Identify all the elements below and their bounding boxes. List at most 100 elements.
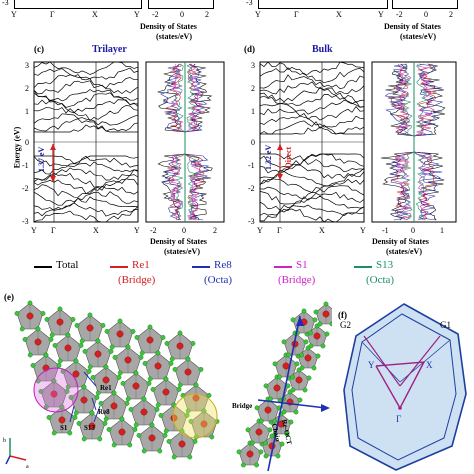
s-atom xyxy=(201,408,207,414)
s-atom xyxy=(74,322,80,328)
s-atom xyxy=(87,312,93,318)
kpoint-label: Γ xyxy=(51,226,56,235)
s-atom xyxy=(51,430,57,436)
label-y: Y xyxy=(368,360,375,370)
band-line xyxy=(260,126,364,135)
s-atom xyxy=(116,375,122,380)
dos-tick: 2 xyxy=(213,226,217,235)
dos-axis-unit: (states/eV) xyxy=(400,32,436,41)
band-line xyxy=(259,115,365,128)
s-atom xyxy=(67,430,73,436)
band-line xyxy=(259,191,365,205)
legend-label: Re1 xyxy=(132,259,150,271)
band-line xyxy=(33,191,139,206)
s-atom xyxy=(281,409,287,415)
band-line xyxy=(259,159,365,174)
s-atom xyxy=(76,421,82,426)
re-atom xyxy=(86,324,94,332)
s-atom xyxy=(288,419,294,425)
re-atom xyxy=(116,330,124,338)
s-atom xyxy=(290,374,295,380)
y-tick: 2 xyxy=(251,84,255,93)
s-atom xyxy=(111,390,117,396)
label-re1: Re1 xyxy=(100,384,112,392)
s-atom xyxy=(297,397,303,403)
s-atom xyxy=(209,434,215,440)
y-tick: 1 xyxy=(251,107,255,116)
band-structure-bulk: 1.32 eV Direct 3 2 1 0 -1 -2 -3 Y Γ X Y … xyxy=(248,61,457,235)
dos-tick: -2 xyxy=(150,226,157,235)
s-atom xyxy=(132,426,138,432)
kpoint-label: Γ xyxy=(277,226,282,235)
re-atom xyxy=(176,342,184,350)
band-line xyxy=(33,74,139,89)
re-atom xyxy=(184,368,192,376)
s-atom xyxy=(312,317,318,323)
s-atom xyxy=(313,309,319,315)
s-atom xyxy=(94,395,100,400)
band-line xyxy=(33,124,138,133)
s-atom xyxy=(193,382,199,388)
s-atom xyxy=(279,441,285,447)
legend-swatch xyxy=(192,266,210,268)
dos-tick: 0 xyxy=(411,226,415,235)
bridge-arrow xyxy=(257,399,327,409)
dos-curve xyxy=(160,63,186,221)
s-atom xyxy=(120,381,126,386)
band-line xyxy=(33,209,139,223)
s-atom xyxy=(57,306,63,312)
s-atom xyxy=(302,387,308,393)
band-line xyxy=(259,81,365,95)
s-atom xyxy=(64,389,70,394)
band-line xyxy=(259,208,365,223)
s-atom xyxy=(155,350,161,356)
panel-letter-c: (c) xyxy=(34,44,44,54)
re-atom xyxy=(132,382,140,390)
band-line xyxy=(259,86,365,103)
legend-label: Total xyxy=(56,259,79,271)
re-atom xyxy=(282,362,290,370)
tick-y-a: -3 xyxy=(2,0,9,7)
dos-frame-b xyxy=(392,0,458,9)
kpoint-label: Y xyxy=(31,226,37,235)
band-line xyxy=(33,67,139,81)
legend-sub: (Octa) xyxy=(366,274,395,286)
label-chain-2: Chain xyxy=(270,423,282,443)
s-atom xyxy=(81,384,87,390)
re-atom xyxy=(264,406,272,414)
s-atom xyxy=(190,341,196,346)
dos-axis-label: Density of States xyxy=(140,22,197,31)
re-atom xyxy=(273,384,281,392)
s-atom xyxy=(147,324,153,330)
s-atom xyxy=(70,316,76,322)
s-atom xyxy=(263,440,268,446)
dos-axis-label: Density of States xyxy=(384,22,441,31)
s-atom xyxy=(263,453,269,459)
legend-swatch xyxy=(34,266,52,268)
band-structure-trilayer: 1.37 eV 3 2 1 0 -1 -2 -3 Y Γ X Y -2 0 2 xyxy=(22,61,225,235)
s-atom xyxy=(324,331,330,337)
axes-indicator: b a xyxy=(3,438,29,470)
legend-label: S1 xyxy=(296,259,308,271)
re-atom xyxy=(34,338,42,346)
dos-curve xyxy=(384,63,415,221)
s-atom xyxy=(198,367,204,372)
panel-letter-e: (e) xyxy=(4,292,14,302)
band-line xyxy=(33,155,139,168)
highlight-s13-octa xyxy=(172,393,218,439)
dos-axis-label-c: Density of States xyxy=(150,237,207,246)
band-line xyxy=(33,118,139,132)
tick-y-b: -3 xyxy=(246,0,253,7)
gap-label: 1.32 eV xyxy=(264,144,273,170)
s-atom xyxy=(136,432,142,438)
s-atom xyxy=(240,462,246,468)
band-line xyxy=(33,184,139,198)
s-atom xyxy=(43,352,49,358)
s-atom xyxy=(19,326,25,332)
s-atom xyxy=(284,431,290,437)
label-g2: G2 xyxy=(340,320,351,330)
s-atom xyxy=(134,335,140,340)
s-atom xyxy=(154,407,160,412)
s-atom xyxy=(290,317,296,323)
re-atom xyxy=(192,394,200,402)
